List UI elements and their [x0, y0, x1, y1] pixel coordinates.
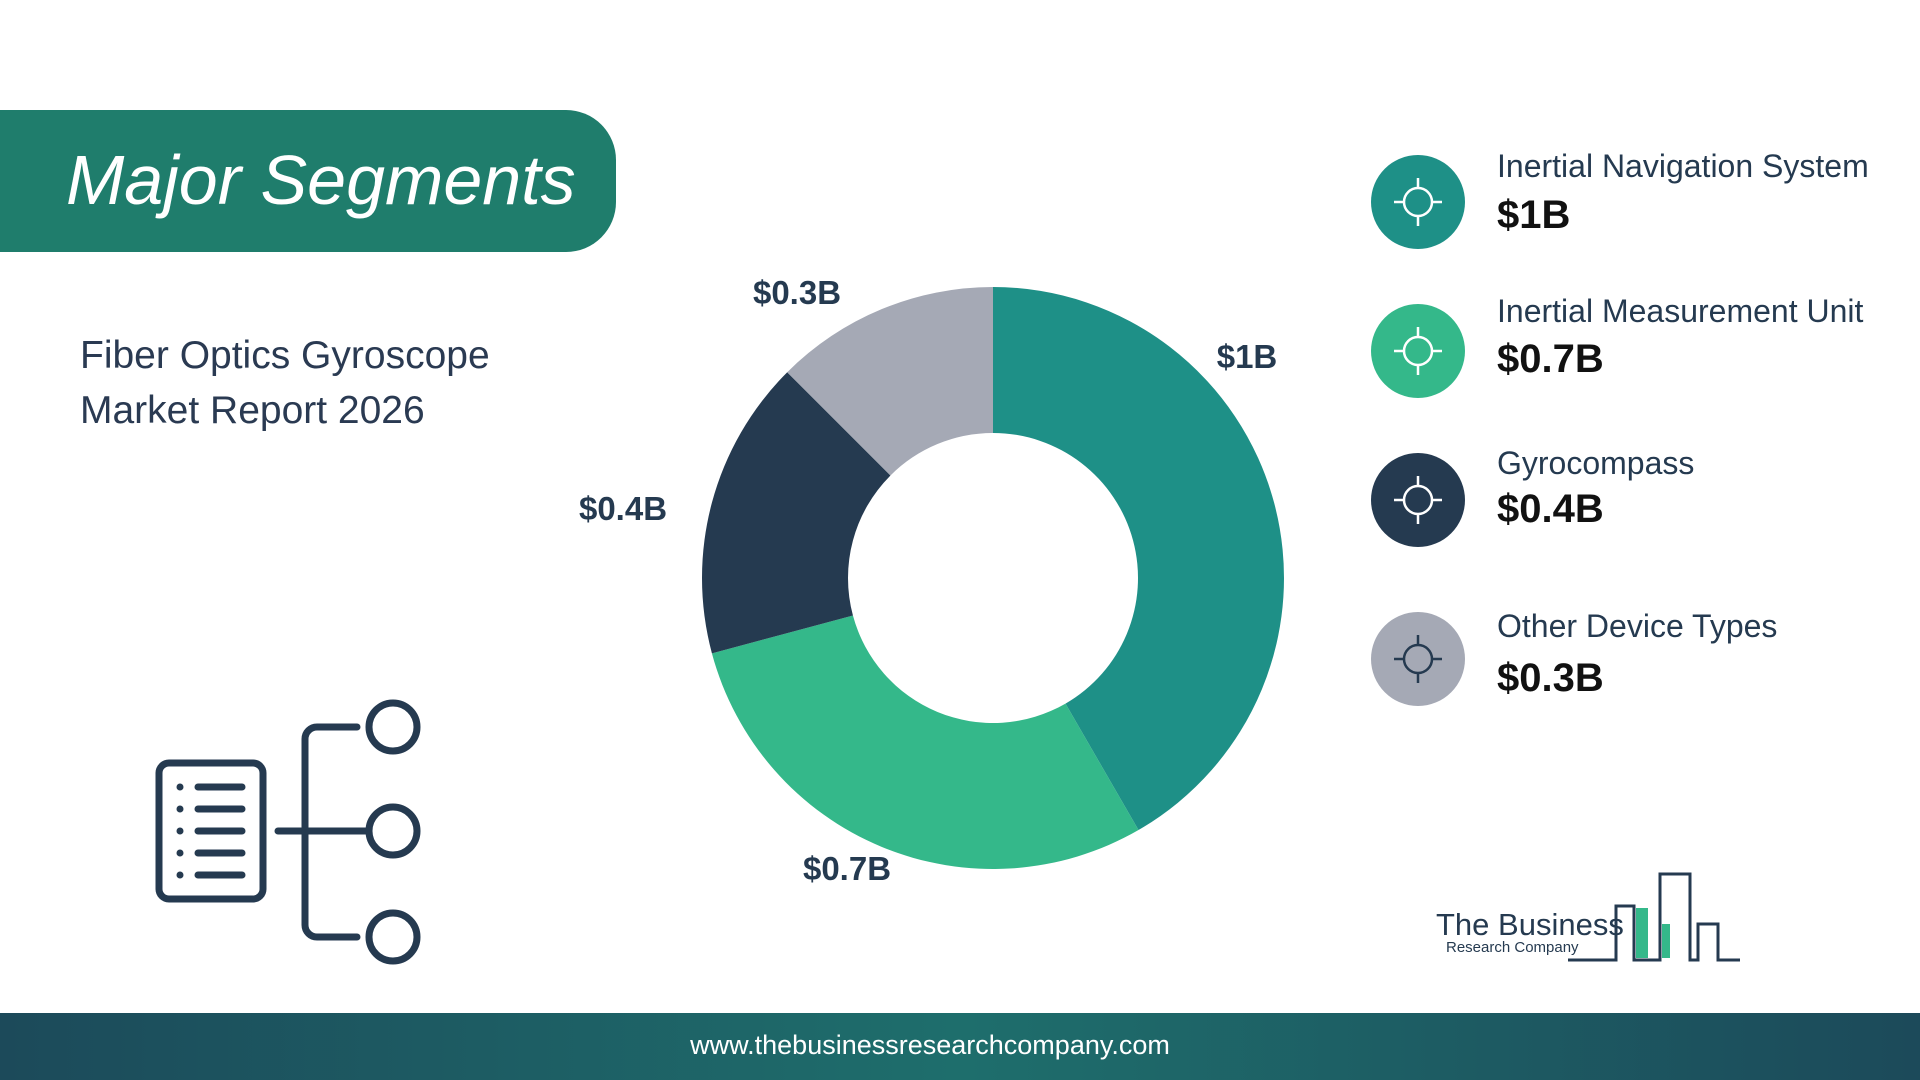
- legend-value: $0.4B: [1497, 487, 1604, 531]
- footer-url: www.thebusinessresearchcompany.com: [689, 1030, 1170, 1060]
- legend-value: $0.3B: [1497, 656, 1604, 700]
- legend-value: $0.7B: [1497, 337, 1604, 381]
- slice-label: $1B: [1217, 338, 1278, 375]
- legend-name: Inertial Navigation System: [1497, 148, 1869, 184]
- legend-icon: [1371, 155, 1465, 249]
- legend: Inertial Navigation System $1B Inertial Me…: [1371, 148, 1869, 706]
- slice-label: $0.4B: [579, 490, 667, 527]
- logo-buildings: [1568, 872, 1740, 962]
- footer-bar: [0, 1013, 1920, 1080]
- legend-icon: [1371, 612, 1465, 706]
- legend-icon-glyph: [1394, 476, 1442, 524]
- logo-subtext: Research Company: [1446, 939, 1579, 956]
- logo-text: The Business: [1436, 907, 1624, 942]
- subtitle: Market Report 2026: [80, 389, 425, 432]
- legend-name: Gyrocompass: [1497, 445, 1694, 481]
- slice-label: $0.7B: [803, 850, 891, 887]
- legend-icon-glyph: [1394, 327, 1442, 375]
- logo-accent: [1662, 924, 1670, 958]
- legend-icon: [1371, 453, 1465, 547]
- legend-name: Other Device Types: [1497, 608, 1777, 644]
- logo-accent: [1636, 908, 1648, 958]
- legend-icon-glyph: [1394, 635, 1442, 683]
- legend-icon: [1371, 304, 1465, 398]
- slice: [993, 287, 1284, 831]
- donut-chart: $1B $0.7B $0.4B $0.3B: [579, 274, 1284, 887]
- slice: [711, 615, 1139, 869]
- slice: [702, 372, 891, 654]
- title-banner: [0, 110, 616, 252]
- legend-icon-glyph: [1394, 178, 1442, 226]
- title: Major Segments: [66, 141, 576, 219]
- slice: [787, 287, 993, 476]
- logo: The Business Research Company: [1436, 872, 1740, 962]
- segments-icon: [155, 699, 421, 965]
- subtitle: Fiber Optics Gyroscope: [80, 334, 490, 377]
- legend-name: Inertial Measurement Unit: [1497, 293, 1863, 329]
- legend-value: $1B: [1497, 193, 1570, 237]
- slice-label: $0.3B: [753, 274, 841, 311]
